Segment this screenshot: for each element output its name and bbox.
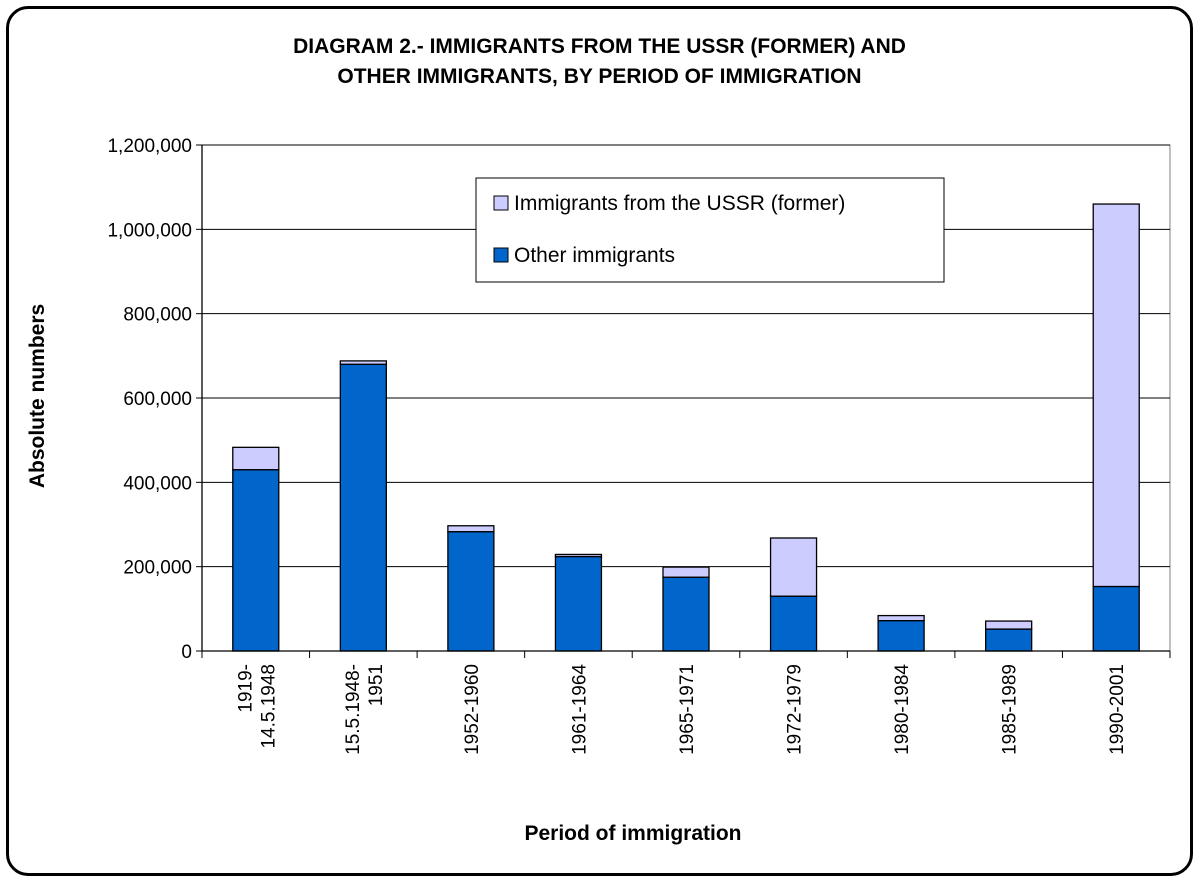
y-tick-label: 1,000,000 [107,220,192,241]
bar-segment-other [662,576,710,652]
bar-segment-ussr [662,566,710,578]
legend-box [475,177,945,283]
legend-label-other: Other immigrants [514,244,675,267]
y-tick-label: 800,000 [123,305,192,326]
x-tick-label: 1951 [366,664,387,706]
x-tick-label: 1972-1979 [785,664,806,755]
y-tick-label: 0 [181,642,192,663]
legend-swatch-other [493,247,509,263]
x-axis-title: Period of immigration [524,822,741,845]
x-tick-label: 1952-1960 [462,664,483,755]
tick-labels: 0 200,000 400,000 600,000 800,000 1,000,000 1,… [107,136,1128,755]
chart-title-line-2: OTHER IMMIGRANTS, BY PERIOD OF IMMIGRATI… [337,65,862,88]
bar-segment-other [985,628,1033,652]
x-tick-label: 15.5.1948- [343,664,364,755]
x-tick-label: 1961-1964 [569,664,590,755]
x-tick-label: 1919- [235,664,256,713]
bar-segment-ussr [232,446,280,471]
legend-label-ussr: Immigrants from the USSR (former) [514,192,845,215]
bars [232,203,1140,652]
y-tick-label: 1,200,000 [107,136,192,157]
bar-segment-other [447,531,495,652]
x-tick-label: 1965-1971 [677,664,698,755]
bar-segment-other [769,595,818,652]
bar-segment-other [1092,585,1140,652]
y-tick-label: 400,000 [123,473,192,494]
bar-segment-ussr [877,614,925,622]
x-tick-label: 1990-2001 [1107,664,1128,755]
x-tick-label: 14.5.1948 [258,664,279,749]
x-tick-label: 1980-1984 [892,664,913,755]
legend: Immigrants from the USSR (former) Other … [475,177,945,283]
bar-segment-other [339,363,387,652]
bar-segment-ussr [339,360,387,365]
bar-segment-other [877,619,925,652]
x-tick-label: 1985-1989 [1000,664,1021,755]
bar-segment-ussr [1092,203,1140,588]
legend-swatch-ussr [493,195,509,211]
bar-segment-other [554,555,603,652]
bar-segment-ussr [447,525,495,533]
chart-title: DIAGRAM 2.- IMMIGRANTS FROM THE USSR (FO… [0,32,1199,92]
bar-segment-ussr [554,553,603,558]
axes [196,144,1171,658]
y-tick-label: 200,000 [123,558,192,579]
bar-segment-ussr [985,620,1033,630]
y-axis-title: Absolute numbers [26,304,49,488]
y-tick-label: 600,000 [123,389,192,410]
chart-title-line-1: DIAGRAM 2.- IMMIGRANTS FROM THE USSR (FO… [293,35,906,58]
bar-segment-other [232,469,280,652]
bar-segment-ussr [769,537,818,597]
